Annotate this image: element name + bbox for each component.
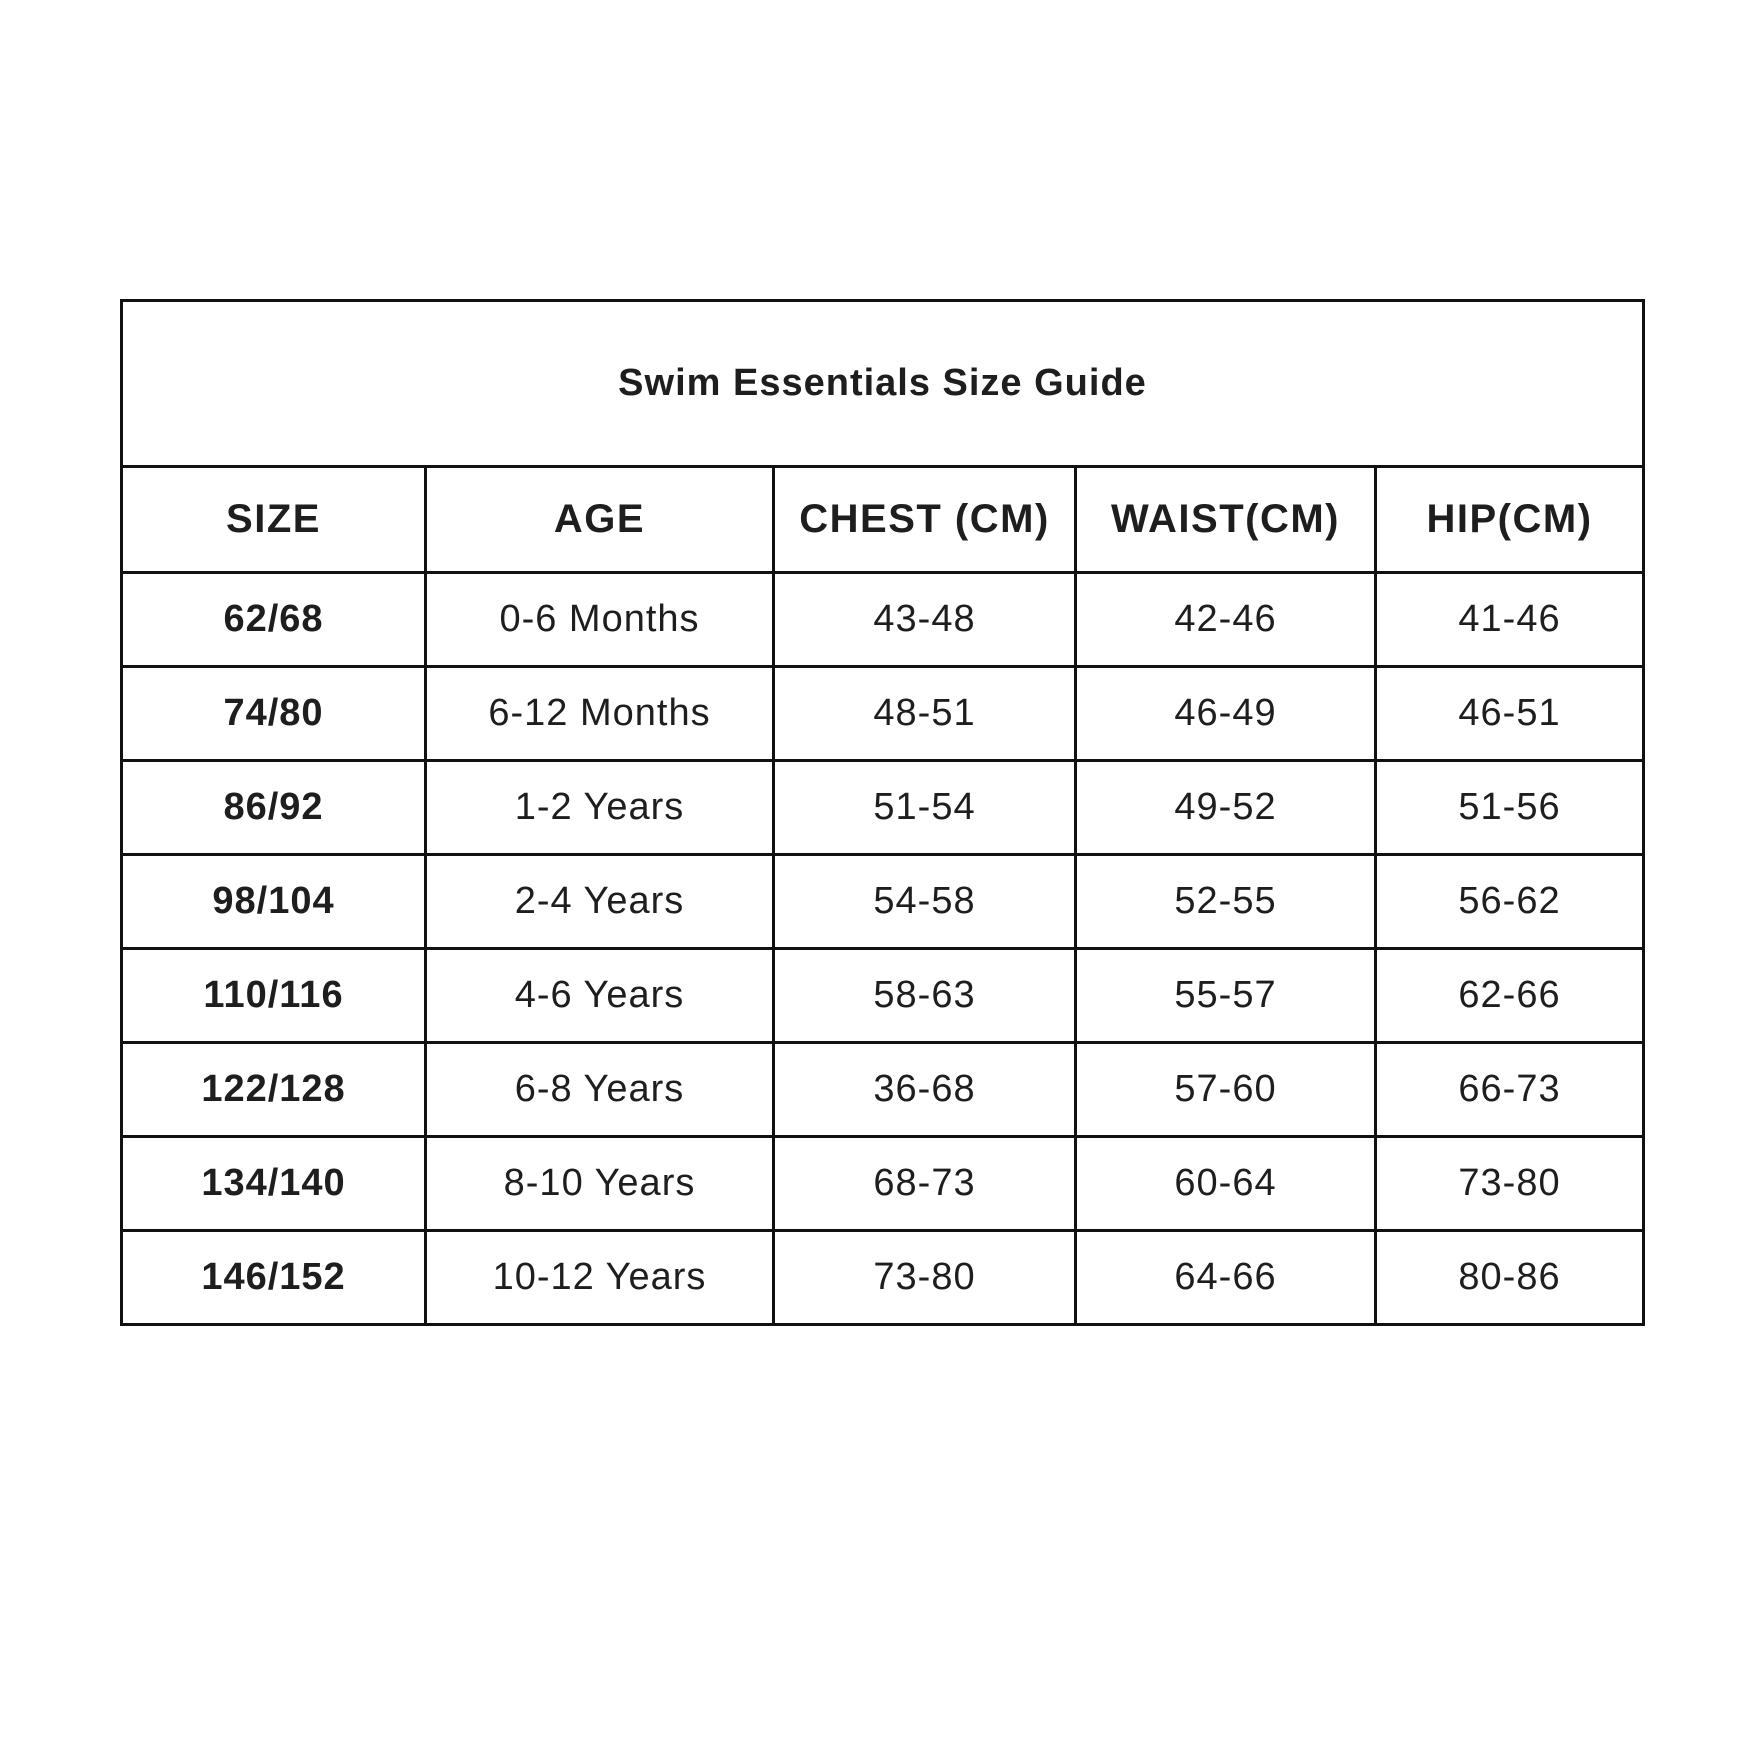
column-header: SIZE	[120, 465, 427, 574]
header-row: SIZE AGE CHEST (CM) WAIST(CM) HIP(CM)	[120, 465, 1645, 574]
hip-cell: 62-66	[1374, 947, 1645, 1044]
size-cell: 62/68	[120, 571, 427, 668]
column-header: HIP(CM)	[1374, 465, 1645, 574]
column-header: CHEST (CM)	[772, 465, 1077, 574]
age-cell: 6-12 Months	[424, 665, 775, 762]
hip-cell: 80-86	[1374, 1229, 1645, 1326]
table-row: 146/152 10-12 Years 73-80 64-66 80-86	[120, 1229, 1645, 1326]
size-cell: 146/152	[120, 1229, 427, 1326]
age-cell: 6-8 Years	[424, 1041, 775, 1138]
table-row: 122/128 6-8 Years 36-68 57-60 66-73	[120, 1041, 1645, 1138]
age-cell: 8-10 Years	[424, 1135, 775, 1232]
size-cell: 134/140	[120, 1135, 427, 1232]
hip-cell: 66-73	[1374, 1041, 1645, 1138]
table-row: 62/68 0-6 Months 43-48 42-46 41-46	[120, 571, 1645, 668]
age-cell: 2-4 Years	[424, 853, 775, 950]
table-row: 110/116 4-6 Years 58-63 55-57 62-66	[120, 947, 1645, 1044]
age-cell: 0-6 Months	[424, 571, 775, 668]
table-title: Swim Essentials Size Guide	[120, 299, 1645, 468]
table-row: 74/80 6-12 Months 48-51 46-49 46-51	[120, 665, 1645, 762]
waist-cell: 46-49	[1074, 665, 1377, 762]
table-row: 86/92 1-2 Years 51-54 49-52 51-56	[120, 759, 1645, 856]
table-row: 98/104 2-4 Years 54-58 52-55 56-62	[120, 853, 1645, 950]
age-cell: 10-12 Years	[424, 1229, 775, 1326]
hip-cell: 46-51	[1374, 665, 1645, 762]
chest-cell: 54-58	[772, 853, 1077, 950]
waist-cell: 55-57	[1074, 947, 1377, 1044]
column-header: AGE	[424, 465, 775, 574]
size-cell: 122/128	[120, 1041, 427, 1138]
size-guide: Swim Essentials Size Guide SIZE AGE CHEST …	[120, 299, 1645, 1326]
waist-cell: 60-64	[1074, 1135, 1377, 1232]
chest-cell: 73-80	[772, 1229, 1077, 1326]
chest-cell: 36-68	[772, 1041, 1077, 1138]
age-cell: 4-6 Years	[424, 947, 775, 1044]
hip-cell: 51-56	[1374, 759, 1645, 856]
waist-cell: 49-52	[1074, 759, 1377, 856]
waist-cell: 42-46	[1074, 571, 1377, 668]
chest-cell: 51-54	[772, 759, 1077, 856]
hip-cell: 56-62	[1374, 853, 1645, 950]
waist-cell: 64-66	[1074, 1229, 1377, 1326]
hip-cell: 41-46	[1374, 571, 1645, 668]
waist-cell: 57-60	[1074, 1041, 1377, 1138]
chest-cell: 58-63	[772, 947, 1077, 1044]
column-header: WAIST(CM)	[1074, 465, 1377, 574]
hip-cell: 73-80	[1374, 1135, 1645, 1232]
size-cell: 74/80	[120, 665, 427, 762]
waist-cell: 52-55	[1074, 853, 1377, 950]
size-cell: 110/116	[120, 947, 427, 1044]
chest-cell: 48-51	[772, 665, 1077, 762]
size-guide-table: Swim Essentials Size Guide SIZE AGE CHEST …	[120, 299, 1645, 1326]
size-cell: 86/92	[120, 759, 427, 856]
chest-cell: 43-48	[772, 571, 1077, 668]
table-row: 134/140 8-10 Years 68-73 60-64 73-80	[120, 1135, 1645, 1232]
age-cell: 1-2 Years	[424, 759, 775, 856]
size-cell: 98/104	[120, 853, 427, 950]
chest-cell: 68-73	[772, 1135, 1077, 1232]
